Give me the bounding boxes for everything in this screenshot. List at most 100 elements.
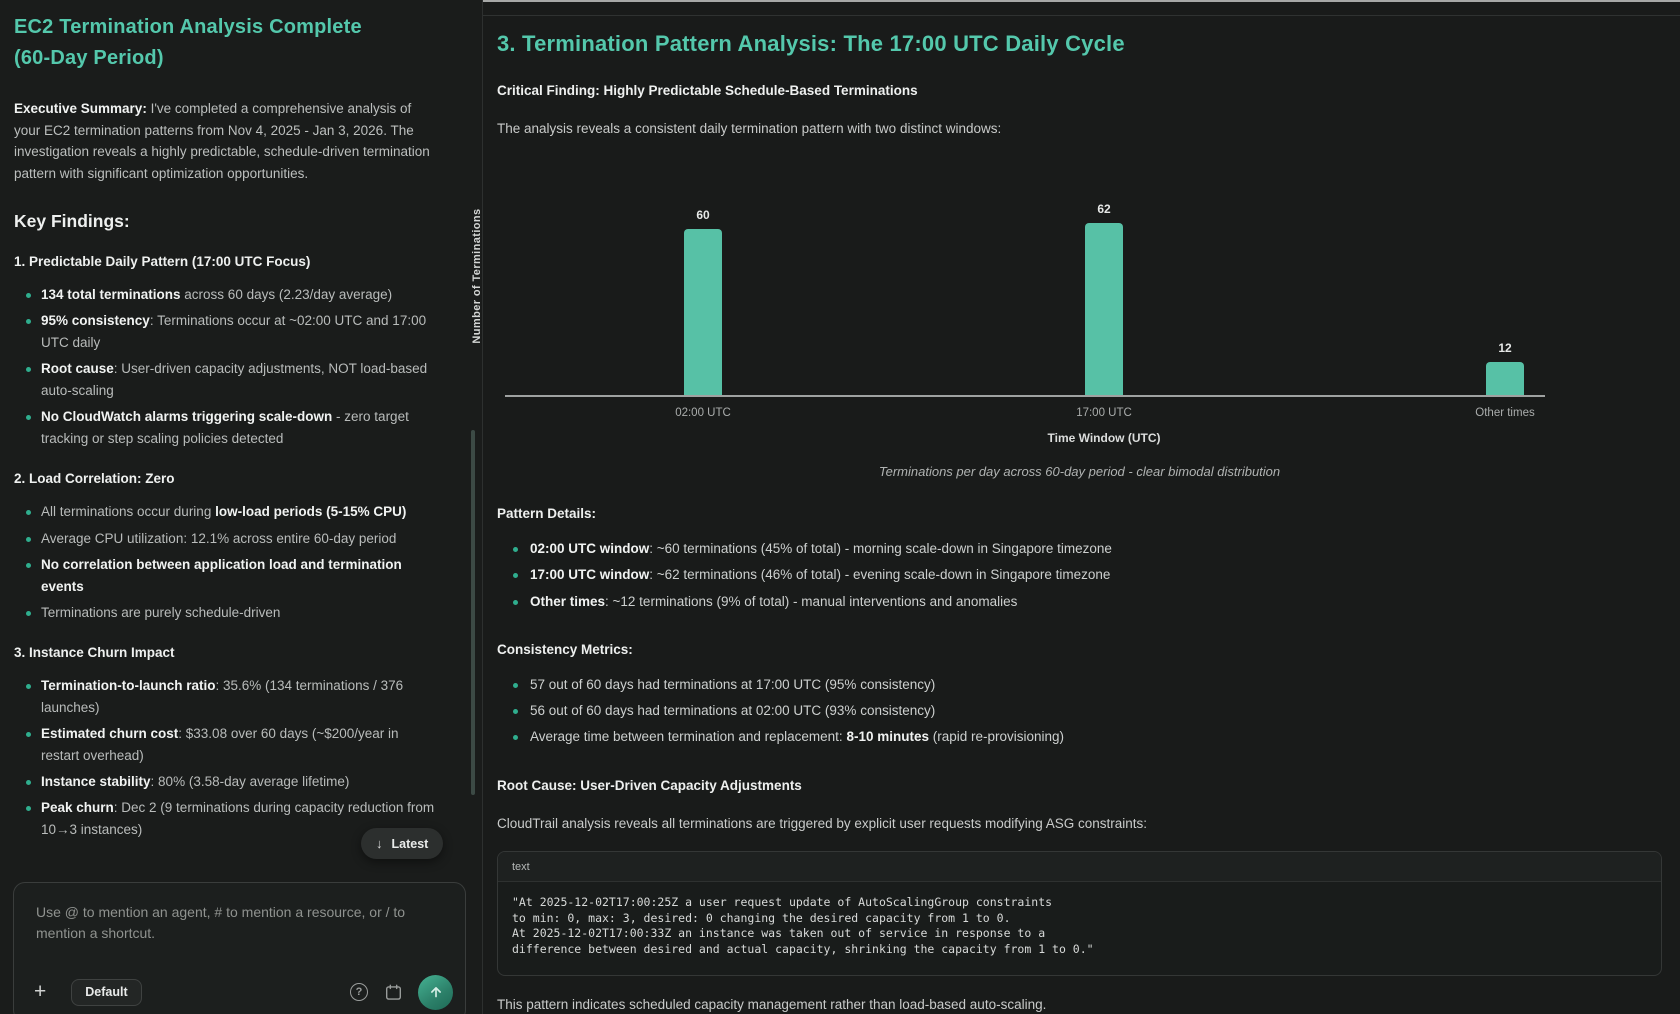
bullet-dot: [26, 610, 31, 616]
composer-placeholder: Use @ to mention an agent, # to mention …: [36, 904, 406, 941]
plain-text: rather than load-based auto-scaling.: [826, 996, 1047, 1012]
plain-text: I've completed a comprehensive analysis …: [14, 101, 430, 181]
bullet-dot: [513, 573, 518, 579]
list-item-text: All terminations occur during low-load p…: [41, 504, 406, 519]
bullet-dot: [513, 547, 518, 552]
finding-bullet-list: 134 total terminations across 60 days (2…: [14, 284, 440, 449]
list-item-text: 57 out of 60 days had terminations at 17…: [530, 677, 935, 692]
arrow-down-icon: ↓: [376, 836, 383, 851]
x-axis-line: [505, 395, 1545, 397]
bold-text: 17:00 UTC window: [530, 567, 650, 583]
plain-text: : ~60 terminations (45% of total) - morn…: [649, 541, 1112, 556]
list-item-text: Root cause: User-driven capacity adjustm…: [41, 361, 427, 398]
pattern-details-list: 02:00 UTC window: ~60 terminations (45% …: [497, 536, 1662, 615]
bullet-dot: [513, 709, 518, 715]
list-item-text: Peak churn: Dec 2 (9 terminations during…: [41, 800, 434, 837]
latest-button-label: Latest: [391, 836, 429, 851]
calendar-icon[interactable]: [385, 984, 402, 1001]
bullet-dot: [26, 684, 31, 690]
list-item-text: 02:00 UTC window: ~60 terminations (45% …: [530, 541, 1112, 556]
list-item: Peak churn: Dec 2 (9 terminations during…: [14, 797, 439, 840]
list-item: No correlation between application load …: [14, 554, 439, 597]
list-item-text: No correlation between application load …: [41, 557, 402, 594]
bullet-dot: [513, 735, 518, 741]
consistency-metrics-list: 57 out of 60 days had terminations at 17…: [497, 672, 1662, 751]
bold-text: low-load periods (5-15% CPU): [215, 504, 407, 520]
list-item-text: Average CPU utilization: 12.1% across en…: [41, 531, 396, 546]
bold-text: No CloudWatch alarms triggering scale-do…: [41, 409, 333, 425]
plain-text: : User-driven capacity adjustments, NOT …: [41, 361, 428, 398]
list-item-text: 17:00 UTC window: ~62 terminations (46% …: [530, 567, 1110, 582]
plain-text: This pattern indicates: [497, 996, 630, 1012]
list-item: 56 out of 60 days had terminations at 02…: [497, 698, 1662, 724]
critical-finding-heading: Critical Finding: Highly Predictable Sch…: [497, 83, 918, 98]
bullet-dot: [26, 806, 31, 812]
code-block: text "At 2025-12-02T17:00:25Z a user req…: [497, 850, 1662, 976]
x-axis-title: Time Window (UTC): [1047, 431, 1161, 445]
bold-text: No correlation between application load …: [41, 556, 402, 594]
plain-text: : 80% (3.58-day average lifetime): [150, 774, 350, 790]
sidebar-scrollbar-thumb[interactable]: [471, 430, 475, 795]
plus-icon[interactable]: +: [34, 980, 47, 1003]
bold-text: 95% consistency: [41, 313, 150, 329]
bold-text: 02:00 UTC window: [530, 541, 650, 556]
bullet-dot: [26, 732, 31, 738]
bullet-dot: [513, 682, 518, 688]
bold-text: Termination-to-launch ratio: [41, 678, 216, 694]
bullet-dot: [26, 293, 31, 298]
list-item: 02:00 UTC window: ~60 terminations (45% …: [497, 536, 1662, 562]
help-icon[interactable]: ?: [350, 983, 368, 1001]
list-item: Other times: ~12 terminations (9% of tot…: [497, 589, 1662, 615]
analysis-panel: 3. Termination Pattern Analysis: The 17:…: [471, 0, 1680, 1014]
plain-text: : Dec 2 (9 terminations during capacity …: [41, 800, 435, 838]
composer-toolbar: + Default ?: [34, 974, 453, 1010]
x-tick-label: Other times: [1475, 407, 1535, 419]
mode-selector-button[interactable]: Default: [71, 978, 142, 1006]
plain-text: Average time between termination and rep…: [530, 729, 847, 745]
list-item: Instance stability: 80% (3.58-day averag…: [14, 771, 439, 793]
bold-text: Peak churn: [41, 800, 114, 816]
root-cause-heading: Root Cause: User-Driven Capacity Adjustm…: [497, 777, 802, 793]
plain-text: Average CPU utilization: 12.1% across en…: [41, 530, 397, 546]
x-tick-label: 02:00 UTC: [675, 407, 731, 419]
arrow-up-icon: [430, 987, 441, 998]
root-cause-intro: CloudTrail analysis reveals all terminat…: [497, 815, 1148, 831]
list-item-text: Estimated churn cost: $33.08 over 60 day…: [41, 726, 399, 763]
conclusion-text: This pattern indicates scheduled capacit…: [497, 995, 1662, 1014]
bullet-dot: [26, 536, 31, 542]
plain-text: : ~12 terminations (9% of total) - manua…: [605, 593, 1018, 609]
intro-text: The analysis reveals a consistent daily …: [497, 121, 1002, 136]
list-item: Terminations are purely schedule-driven: [14, 602, 439, 624]
executive-summary: Executive Summary: I've completed a comp…: [14, 98, 434, 184]
finding-section-heading: 3. Instance Churn Impact: [14, 645, 175, 661]
list-item: Average time between termination and rep…: [497, 724, 1662, 750]
scroll-to-latest-button[interactable]: ↓ Latest: [361, 828, 444, 859]
x-tick-label: 17:00 UTC: [1076, 407, 1132, 419]
list-item-text: 95% consistency: Terminations occur at ~…: [41, 313, 426, 350]
list-item-text: No CloudWatch alarms triggering scale-do…: [41, 409, 409, 446]
bold-text: scheduled capacity management: [629, 996, 827, 1012]
bar-value-label: 62: [1097, 202, 1111, 216]
bold-text: 8-10 minutes: [846, 729, 929, 745]
list-item: 57 out of 60 days had terminations at 17…: [497, 672, 1662, 698]
list-item-text: Terminations are purely schedule-driven: [41, 605, 280, 620]
list-item-text: Average time between termination and rep…: [530, 729, 1064, 744]
bar-17-00-utc: [1085, 223, 1123, 395]
plain-text: 57 out of 60 days had terminations at 17…: [530, 676, 936, 692]
bar-value-label: 60: [696, 208, 710, 222]
bar-02-00-utc: [684, 229, 722, 395]
plain-text: across 60 days (2.23/day average): [180, 287, 393, 302]
bullet-dot: [26, 367, 31, 373]
finding-section-heading: 2. Load Correlation: Zero: [14, 471, 175, 487]
section-heading: 3. Termination Pattern Analysis: The 17:…: [497, 31, 1125, 56]
plain-text: Terminations are purely schedule-driven: [41, 604, 281, 620]
section-divider: [483, 15, 1680, 16]
message-composer[interactable]: Use @ to mention an agent, # to mention …: [13, 882, 466, 1014]
finding-section-heading: 1. Predictable Daily Pattern (17:00 UTC …: [14, 254, 311, 269]
plain-text: - zero target tracking or step scaling p…: [41, 409, 409, 446]
key-findings-heading: Key Findings:: [14, 211, 130, 231]
send-button[interactable]: [418, 974, 453, 1010]
terminations-bar-chart: Number of Terminations Time Window (UTC)…: [471, 170, 1662, 458]
list-item: Root cause: User-driven capacity adjustm…: [14, 358, 439, 401]
